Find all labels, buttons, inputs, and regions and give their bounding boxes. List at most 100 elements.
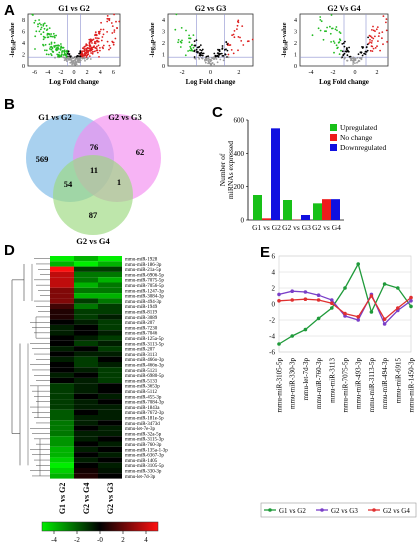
volcano-point	[371, 50, 374, 52]
volcano-point	[114, 37, 117, 40]
volcano-x-tick: 0	[354, 70, 357, 76]
bar-chart: 0 200 400 600 Number of miRNAs expressed G1 vs…	[218, 117, 386, 233]
volcano-point	[100, 21, 102, 24]
heatmap-row-label: mmu-miR-330-3p	[125, 470, 162, 475]
volcano-point	[226, 43, 229, 45]
heatmap-cell	[98, 436, 122, 442]
heatmap-cell	[50, 282, 74, 288]
heatmap-cell	[74, 293, 98, 299]
volcano-point	[236, 24, 239, 27]
volcano-point	[34, 35, 37, 38]
heatmap-row-label: mmu-miR-135a-1-3p	[125, 448, 168, 453]
volcano-y-tick: 4	[294, 18, 297, 24]
heatmap-cell	[74, 287, 98, 294]
line-point	[396, 306, 400, 310]
volcano-point	[69, 61, 72, 64]
volcano-point	[61, 50, 64, 53]
heatmap-cell	[74, 335, 98, 341]
heatmap-cell	[50, 388, 74, 394]
heatmap-cell	[50, 277, 74, 283]
volcano-point	[106, 20, 109, 23]
volcano-point	[87, 49, 90, 52]
heatmap-row-label: mmu-miR-760-3p	[125, 443, 162, 448]
venn-count-only-g2-g4: 87	[89, 210, 98, 220]
volcano-point	[116, 27, 118, 30]
volcano-point	[215, 58, 218, 60]
volcano-point	[43, 22, 46, 25]
volcano-x-tick: 4	[99, 70, 102, 76]
volcano-y-tick: 2	[294, 41, 297, 47]
volcano-point	[237, 36, 240, 38]
volcano-point	[193, 40, 196, 43]
volcano-point	[89, 40, 92, 42]
heatmap-cell	[98, 293, 122, 299]
volcano-point	[109, 47, 112, 49]
volcano-point	[95, 49, 98, 52]
venn-count-g1-g4: 54	[64, 179, 73, 189]
heatmap-cell	[50, 452, 74, 458]
volcano-point	[193, 44, 196, 47]
heatmap-row-label: mmu-miR-7056-5p	[125, 284, 164, 289]
volcano-point	[225, 48, 227, 51]
volcano-point	[88, 42, 91, 45]
volcano-point	[374, 35, 376, 38]
heatmap-row-label: mmu-miR-32a-5p	[125, 432, 162, 437]
volcano-point	[49, 48, 51, 50]
volcano-point	[201, 54, 204, 57]
heatmap-cell	[74, 282, 98, 288]
volcano-point	[338, 53, 341, 55]
legend-marker	[320, 508, 324, 512]
volcano-point	[210, 59, 213, 62]
heatmap-row-label: mmu-miR-3105-5p	[125, 464, 164, 469]
color-scale-label: 4	[144, 536, 148, 544]
volcano-point	[225, 41, 228, 43]
volcano-y-tick: 0	[22, 64, 25, 70]
volcano-point	[101, 46, 104, 49]
volcano-point	[46, 32, 49, 35]
volcano-point	[370, 42, 373, 44]
volcano-point	[192, 46, 195, 49]
volcano-x-tick: 2	[376, 70, 379, 76]
volcano-point	[50, 43, 53, 45]
volcano-y-tick: 0	[162, 64, 165, 70]
heatmap-cell	[50, 287, 74, 294]
volcano-point	[229, 44, 232, 46]
volcano-point	[100, 39, 103, 42]
volcano-point	[66, 49, 68, 52]
heatmap-row-label: mmu-miR-181e-5p	[125, 417, 164, 422]
volcano-point	[184, 54, 187, 57]
volcano-xlabel: Log Fold change	[49, 78, 99, 86]
volcano-point	[38, 30, 41, 33]
volcano-point	[108, 48, 110, 51]
volcano-point	[60, 43, 62, 45]
heatmap-cell	[98, 314, 122, 320]
venn-count-all: 11	[90, 165, 98, 175]
line-y-tick-label: 2	[272, 285, 276, 293]
volcano-point	[351, 59, 354, 62]
volcano-point	[356, 61, 358, 64]
volcano-y-tick: 4	[162, 18, 165, 24]
volcano-point	[93, 45, 95, 48]
heatmap-cell	[74, 409, 98, 415]
volcano-point	[195, 48, 198, 51]
volcano-point	[43, 27, 46, 30]
heatmap-row-label: mmu-miR-7046	[125, 332, 158, 337]
heatmap-row-label: mmu-miR-466n-3p	[125, 364, 164, 369]
line-point	[316, 316, 321, 321]
heatmap-cell	[98, 457, 122, 463]
volcano-point	[37, 23, 39, 26]
volcano-point	[38, 19, 40, 21]
volcano-point	[74, 62, 77, 65]
volcano-point	[48, 27, 51, 29]
volcano-point	[357, 53, 360, 56]
volcano-point	[329, 25, 331, 28]
heatmap-cell	[74, 468, 98, 474]
heatmap-row-label: mmu-miR-3084-3p	[125, 295, 164, 300]
heatmap-cell	[50, 399, 74, 405]
heatmap-cell	[98, 383, 122, 389]
bar	[262, 218, 271, 220]
volcano-point	[35, 30, 38, 33]
heatmap-cell	[50, 271, 74, 278]
legend-swatch	[330, 144, 337, 151]
